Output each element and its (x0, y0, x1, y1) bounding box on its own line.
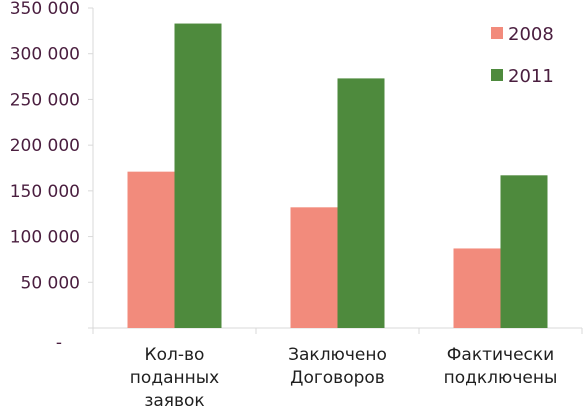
category-label: Кол-во (145, 345, 205, 365)
category-label: подключены (444, 368, 558, 388)
legend-swatch-2008 (491, 27, 503, 39)
y-tick-label: - (56, 333, 62, 353)
y-tick-label: 350 000 (10, 0, 80, 19)
bar-2008-0 (127, 171, 175, 328)
y-tick-label: 150 000 (10, 182, 80, 202)
y-tick-label: 200 000 (10, 136, 80, 156)
y-tick-label: 250 000 (10, 90, 80, 110)
y-tick-label: 50 000 (21, 273, 80, 293)
y-tick-label: 300 000 (10, 45, 80, 65)
legend-swatch-2011 (491, 69, 503, 81)
bar-2011-1 (337, 78, 385, 329)
category-label: заявок (144, 391, 204, 411)
bar-2011-2 (500, 175, 548, 328)
bar-2008-1 (290, 207, 338, 328)
legend-label: 2011 (508, 66, 554, 87)
category-label: поданных (130, 368, 219, 388)
y-tick-label: 100 000 (10, 228, 80, 248)
legend-label: 2008 (508, 24, 554, 45)
bar-2008-2 (453, 248, 501, 328)
category-label: Заключено (288, 345, 387, 365)
category-label: Фактически (447, 345, 554, 365)
bar-2011-0 (174, 23, 222, 329)
category-label: Договоров (290, 368, 385, 388)
